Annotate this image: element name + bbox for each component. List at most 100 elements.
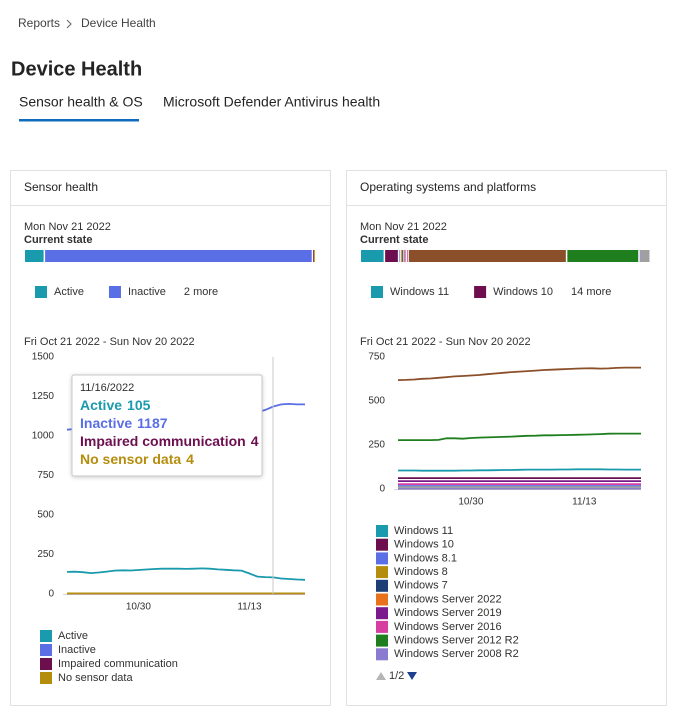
tooltip (71, 374, 263, 477)
legend-label[interactable]: Windows 8.1 (394, 552, 457, 564)
legend-label[interactable]: Windows Server 2019 (394, 607, 502, 619)
legend-label[interactable]: Active (58, 630, 88, 642)
y-tick-label: 500 (37, 510, 54, 521)
breadcrumb-chevron (66, 19, 72, 29)
tooltip-value: 4 (251, 433, 259, 449)
legend-label[interactable]: Inactive (58, 644, 96, 656)
y-tick-label: 250 (37, 549, 54, 560)
legend-swatch (40, 672, 52, 684)
legend-label[interactable]: Windows 7 (394, 580, 448, 592)
current-segment[interactable] (408, 250, 566, 262)
x-tick-label: 11/13 (237, 602, 262, 613)
current-segment[interactable] (404, 250, 406, 262)
legend-swatch (108, 286, 121, 298)
legend-label[interactable]: Windows 10 (493, 286, 553, 298)
current-segment[interactable] (406, 250, 408, 262)
legend-swatch (35, 286, 47, 298)
y-tick-label: 250 (368, 440, 385, 451)
legend-swatch (376, 607, 388, 620)
legend-label[interactable]: No sensor data (58, 672, 133, 684)
legend-page: 1/2 (389, 670, 404, 682)
tooltip-item: No sensor data 4 (80, 451, 194, 467)
x-tick-label: 10/30 (458, 497, 483, 508)
legend-swatch (376, 538, 388, 551)
current-segment[interactable] (385, 250, 398, 262)
tooltip-item: Active 105 (80, 397, 151, 413)
page-title: Device Health (11, 58, 142, 80)
y-tick-label: 750 (37, 470, 54, 481)
legend-swatch (371, 286, 383, 298)
tooltip-value: 1187 (137, 415, 168, 431)
tooltip-name: Inactive (80, 415, 132, 431)
legend-swatch (40, 630, 52, 642)
tooltip-title: 11/16/2022 (80, 382, 134, 394)
current-segment[interactable] (361, 250, 384, 262)
tooltip-value: 4 (186, 451, 194, 467)
tooltip-item: Impaired communication 4 (80, 433, 259, 449)
current-segment[interactable] (640, 250, 650, 262)
legend-swatch (40, 644, 52, 656)
current-segment[interactable] (402, 250, 403, 262)
tooltip-item: Inactive 1187 (80, 415, 168, 431)
series-line (397, 366, 641, 381)
tooltip-value: 105 (127, 397, 151, 413)
legend-label[interactable]: Windows 11 (394, 525, 453, 537)
current-label: Current state (24, 234, 92, 246)
current-label: Current state (360, 234, 428, 246)
legend-label[interactable]: Windows Server 2012 R2 (394, 635, 519, 647)
legend-label[interactable]: Windows Server 2008 R2 (394, 648, 519, 660)
current-segment[interactable] (403, 250, 405, 262)
tab[interactable]: Microsoft Defender Antivirus health (163, 94, 380, 110)
series-line (398, 432, 641, 441)
date-range: Fri Oct 21 2022 - Sun Nov 20 2022 (24, 336, 195, 348)
tooltip-name: Active (80, 397, 122, 413)
legend-swatch (376, 620, 388, 633)
current-date: Mon Nov 21 2022 (360, 221, 447, 233)
legend-next[interactable] (407, 672, 417, 680)
y-tick-label: 500 (368, 396, 385, 407)
card-title: Sensor health (24, 180, 98, 194)
legend-label[interactable]: Windows Server 2016 (394, 621, 502, 633)
current-segment[interactable] (567, 250, 639, 262)
x-tick-label: 10/30 (126, 602, 151, 613)
legend-label[interactable]: Windows Server 2022 (394, 593, 502, 605)
current-segment[interactable] (25, 250, 44, 262)
legend-more[interactable]: 2 more (184, 286, 218, 298)
current-segment[interactable] (639, 250, 641, 262)
legend-swatch (376, 648, 388, 661)
current-segment[interactable] (45, 250, 312, 262)
y-tick-label: 0 (379, 484, 385, 495)
series-line (66, 567, 306, 581)
legend-prev[interactable] (376, 672, 386, 680)
y-tick-label: 1500 (32, 352, 55, 363)
legend-label[interactable]: Windows 10 (394, 539, 454, 551)
y-tick-label: 0 (48, 589, 54, 600)
tab-indicator (19, 119, 139, 122)
legend-swatch (40, 658, 52, 670)
legend-label[interactable]: Impaired communication (58, 658, 178, 670)
breadcrumb-link[interactable]: Reports (18, 16, 60, 30)
y-tick-label: 750 (368, 352, 385, 363)
x-tick-label: 11/13 (572, 497, 597, 508)
tab[interactable]: Sensor health & OS (19, 94, 143, 110)
legend-label[interactable]: Windows 8 (394, 566, 448, 578)
date-range: Fri Oct 21 2022 - Sun Nov 20 2022 (360, 336, 531, 348)
series-line (398, 468, 641, 472)
y-tick-label: 1000 (32, 431, 55, 442)
current-segment[interactable] (314, 250, 315, 262)
card-title: Operating systems and platforms (360, 180, 536, 194)
legend-more[interactable]: 14 more (571, 286, 611, 298)
y-tick-label: 1250 (32, 391, 55, 402)
current-segment[interactable] (401, 250, 403, 262)
legend-label[interactable]: Windows 11 (390, 286, 449, 298)
current-segment[interactable] (399, 250, 401, 262)
legend-swatch (474, 286, 487, 298)
current-segment[interactable] (313, 250, 315, 262)
legend-label[interactable]: Inactive (128, 286, 166, 298)
legend-swatch (376, 634, 388, 647)
breadcrumb-current: Device Health (81, 16, 156, 30)
current-date: Mon Nov 21 2022 (24, 221, 111, 233)
legend-swatch (376, 525, 388, 537)
legend-label[interactable]: Active (54, 286, 84, 298)
